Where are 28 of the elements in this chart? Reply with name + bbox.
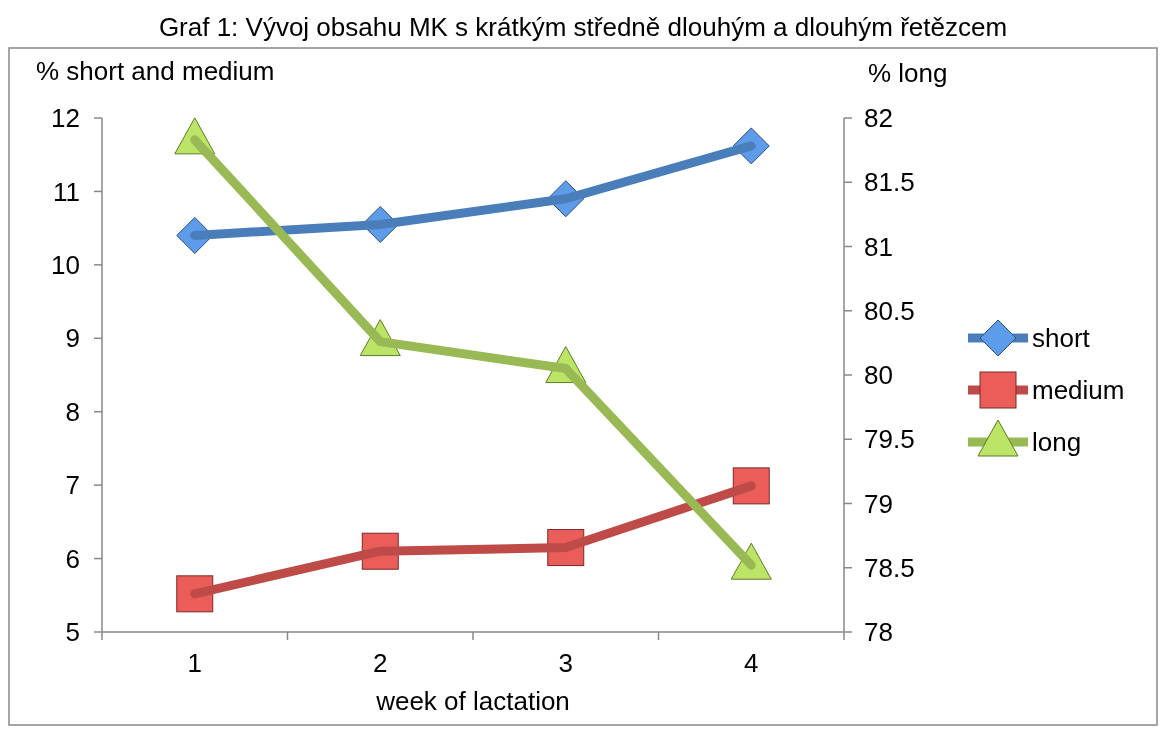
y2-tick-label: 78.5 — [864, 552, 915, 583]
y-tick-label: 10 — [51, 249, 80, 280]
legend-label: short — [1032, 323, 1091, 354]
x-tick-label: 2 — [373, 648, 388, 678]
y2-tick-label: 81.5 — [864, 167, 915, 198]
x-axis-title: week of lactation — [375, 686, 570, 716]
y-tick-label: 8 — [65, 396, 80, 427]
y-tick-label: 9 — [65, 323, 80, 354]
y-tick-label: 7 — [65, 470, 80, 501]
y2-tick-label: 80.5 — [864, 295, 915, 326]
y-tick-label: 5 — [65, 617, 80, 648]
y-axis-title: % short and medium — [36, 56, 275, 86]
x-tick-label: 3 — [558, 648, 573, 678]
legend-label: medium — [1032, 375, 1125, 406]
y2-axis-title: % long — [868, 58, 948, 88]
y-tick-label: 11 — [53, 176, 80, 207]
x-tick-label: 1 — [187, 648, 202, 678]
y-tick-label: 6 — [65, 543, 80, 574]
y2-tick-label: 82 — [864, 103, 893, 134]
y2-tick-label: 78 — [864, 617, 893, 648]
y2-tick-label: 80 — [864, 360, 893, 391]
x-tick-label: 4 — [744, 648, 759, 678]
y2-tick-label: 81 — [864, 231, 893, 262]
y2-tick-label: 79.5 — [864, 424, 915, 455]
legend-label: long — [1032, 427, 1082, 458]
y2-tick-label: 79 — [864, 488, 893, 519]
y-tick-label: 12 — [51, 103, 80, 134]
chart-title: Graf 1: Vývoj obsahu MK s krátkým středně dlouhým a dlouhým řetězcem — [158, 12, 1008, 42]
